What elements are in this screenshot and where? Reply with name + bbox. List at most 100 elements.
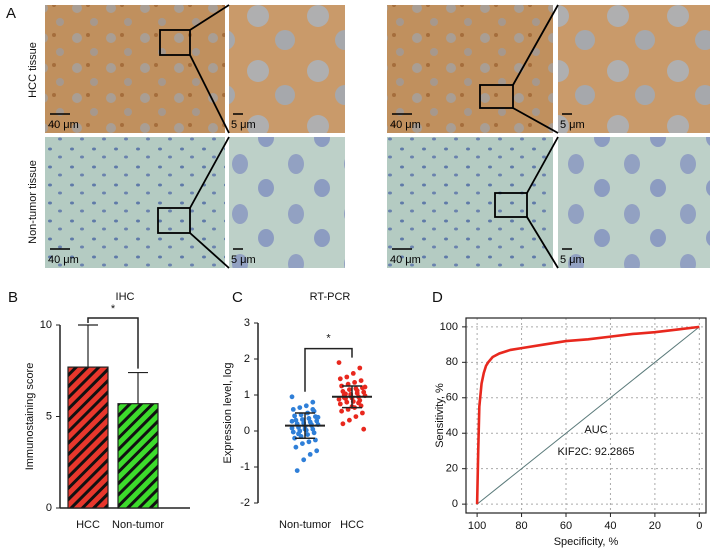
- y-tick-label: 40: [446, 427, 458, 439]
- scale-label: 5 μm: [560, 119, 585, 131]
- dot: [361, 426, 367, 432]
- dot: [296, 431, 301, 437]
- dot: [289, 418, 295, 424]
- y-tick-label: 1: [244, 389, 250, 401]
- dot: [292, 435, 297, 441]
- dot: [297, 405, 303, 410]
- y-axis-label: Sensitivity, %: [434, 383, 446, 448]
- row-label: HCC tissue: [27, 42, 39, 98]
- dot: [293, 417, 299, 423]
- dot: [340, 421, 346, 427]
- annotation-title: AUC: [584, 424, 607, 436]
- dot: [310, 426, 316, 432]
- y-tick-label: 0: [244, 425, 250, 437]
- plot-frame: [465, 317, 707, 514]
- y-tick-label: 0: [452, 498, 458, 510]
- x-tick-label: 100: [468, 520, 486, 532]
- y-tick-label: 60: [446, 392, 458, 404]
- series-line: [476, 326, 700, 505]
- zoom-box: [479, 84, 514, 109]
- panel-label: B: [8, 289, 18, 306]
- dot: [339, 408, 344, 414]
- scale-label: 40 μm: [48, 119, 79, 131]
- dot: [352, 380, 357, 385]
- micrograph: [45, 137, 225, 268]
- dot: [306, 439, 312, 445]
- y-tick-label: 5: [46, 410, 52, 422]
- dot: [300, 441, 305, 446]
- x-tick-label: HCC: [340, 519, 364, 531]
- micrograph: [558, 5, 710, 133]
- row-label: Non-tumor tissue: [27, 160, 39, 244]
- x-tick-label: 40: [604, 520, 616, 532]
- micrograph: [387, 5, 553, 133]
- micrographs: [45, 4, 710, 269]
- dot: [290, 407, 296, 412]
- x-tick-label: 20: [649, 520, 661, 532]
- micrograph: [229, 5, 345, 133]
- dot: [337, 376, 343, 382]
- x-tick-label: Non-tumor: [112, 519, 164, 531]
- zoom-line: [189, 136, 230, 209]
- dot: [314, 418, 320, 424]
- dot: [337, 401, 343, 407]
- series-line: [475, 325, 700, 505]
- scale-label: 5 μm: [560, 254, 585, 266]
- y-axis-label: Immunostaining score: [24, 363, 36, 471]
- dot: [360, 410, 365, 416]
- micrograph: [558, 137, 710, 268]
- bar-hatch: [117, 403, 159, 509]
- dot: [305, 432, 310, 437]
- zoom-line: [189, 54, 230, 134]
- dot: [292, 413, 297, 419]
- y-tick-label: 100: [440, 321, 458, 333]
- dot: [306, 416, 312, 421]
- bar-hatch: [67, 366, 109, 509]
- dot: [310, 407, 316, 412]
- dot: [357, 365, 363, 371]
- dot: [350, 371, 356, 376]
- panel-label: D: [432, 289, 443, 306]
- dot: [294, 468, 300, 473]
- y-tick-label: 0: [46, 502, 52, 514]
- panel-label: A: [6, 5, 16, 22]
- scale-label: 5 μm: [231, 119, 256, 131]
- significance-bracket: [304, 347, 353, 392]
- dot: [336, 396, 342, 402]
- chart-title: IHC: [116, 291, 135, 303]
- dot: [362, 384, 368, 390]
- significance-bracket: [87, 317, 139, 369]
- dot: [361, 389, 367, 395]
- dot: [311, 430, 317, 436]
- dot: [353, 414, 359, 419]
- dot: [300, 417, 305, 422]
- zoom-line: [526, 136, 559, 194]
- y-axis-label: Expression level, log: [222, 363, 234, 464]
- dot: [344, 399, 350, 405]
- y-tick-label: -2: [240, 497, 250, 509]
- micrograph: [229, 137, 345, 268]
- dot: [347, 387, 352, 392]
- micrograph: [387, 137, 553, 268]
- dot: [356, 400, 361, 406]
- zoom-box: [159, 29, 191, 56]
- zoom-line: [189, 232, 230, 269]
- y-tick-label: 3: [244, 317, 250, 329]
- zoom-box: [157, 207, 191, 234]
- dot: [307, 452, 313, 457]
- scale-label: 40 μm: [390, 254, 421, 266]
- dot: [354, 388, 360, 394]
- x-tick-label: HCC: [76, 519, 100, 531]
- y-tick-label: 10: [40, 319, 52, 331]
- zoom-line: [526, 216, 559, 269]
- dot: [303, 403, 309, 409]
- dot: [289, 425, 295, 431]
- dot: [358, 378, 364, 383]
- zoom-line: [189, 4, 230, 31]
- y-tick-label: 20: [446, 463, 458, 475]
- x-tick-label: 0: [696, 520, 702, 532]
- dot: [310, 399, 316, 405]
- dot: [315, 414, 321, 420]
- x-tick-label: 60: [560, 520, 572, 532]
